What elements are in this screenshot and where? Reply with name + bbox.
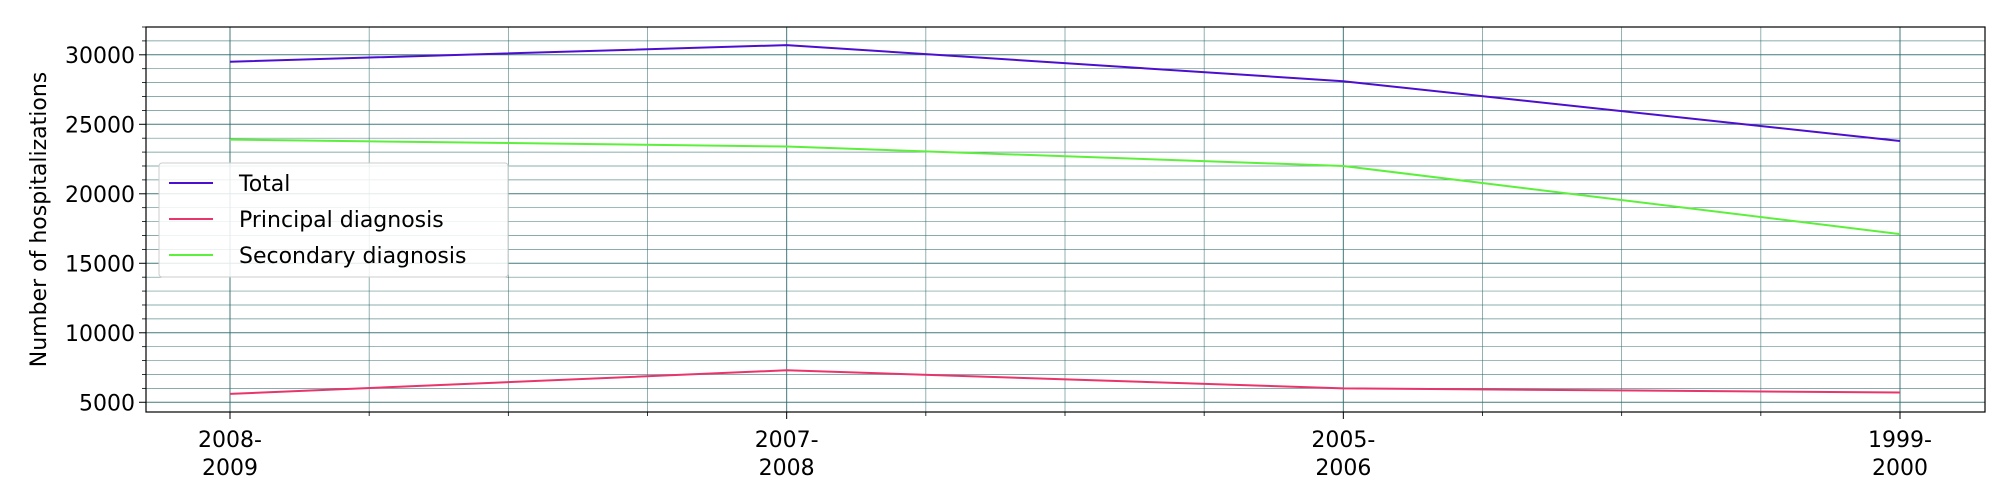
x-tick-label: 2008-2009	[198, 428, 262, 481]
axis-ticks: 5000 10000 15000 20000 25000 30000 2008-2009 20…	[65, 26, 1932, 481]
plot-frame	[145, 26, 1986, 413]
x-tick-label: 2005-2006	[1311, 428, 1375, 481]
y-tick-label: 10000	[65, 322, 135, 347]
series-lines	[229, 44, 1901, 395]
legend-label: Secondary diagnosis	[239, 244, 466, 269]
x-tick-label: 1999-2000	[1868, 428, 1932, 481]
legend-label: Principal diagnosis	[239, 208, 444, 233]
series-line	[229, 138, 1901, 236]
legend: Total Principal diagnosis Secondary diagno…	[158, 162, 509, 278]
y-tick-label: 5000	[79, 391, 135, 416]
y-tick-label: 20000	[65, 183, 135, 208]
y-tick-label: 30000	[65, 44, 135, 69]
legend-label: Total	[238, 172, 290, 197]
series-line	[229, 44, 1901, 142]
x-tick-label: 2007-2008	[755, 428, 819, 481]
series-line	[229, 369, 1901, 395]
y-tick-label: 15000	[65, 252, 135, 277]
legend-box	[158, 162, 509, 278]
y-axis-label: Number of hospitalizations	[27, 72, 52, 367]
y-tick-label: 25000	[65, 113, 135, 138]
